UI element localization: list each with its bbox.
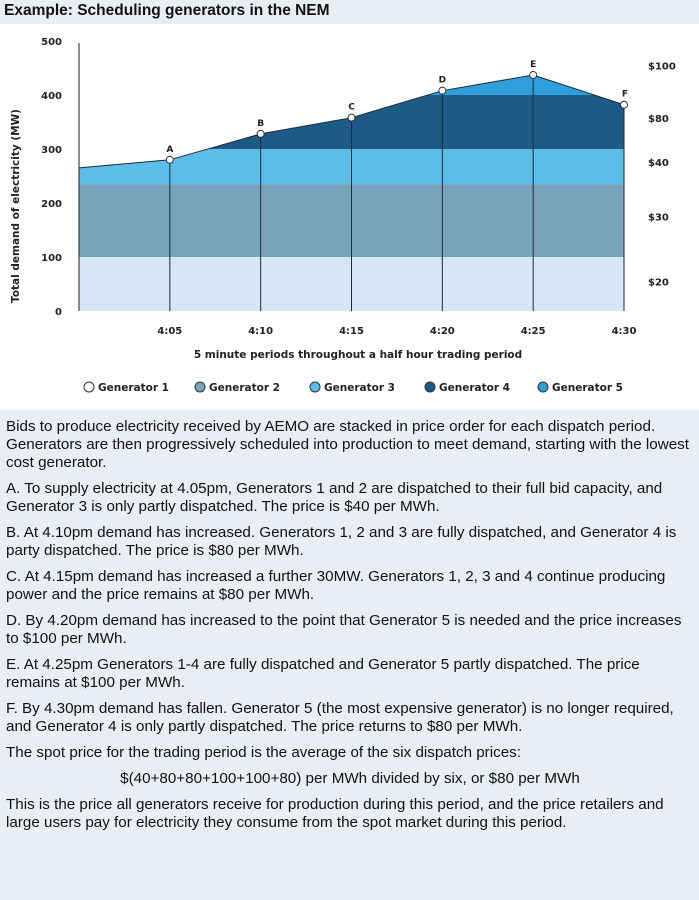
legend-marker-generator-2: [194, 381, 206, 393]
point-label-f: F: [622, 90, 628, 100]
x-tick-label: 4:20: [430, 326, 455, 337]
point-label-a: A: [166, 145, 173, 155]
point-label-b: B: [257, 119, 264, 129]
price-label: $20: [648, 277, 669, 288]
point-marker-c: [347, 113, 356, 122]
paragraph-e: E. At 4.25pm Generators 1-4 are fully di…: [6, 656, 640, 691]
legend-label-generator-3: Generator 3: [324, 382, 395, 394]
paragraph-a: A. To supply electricity at 4.05pm, Gene…: [6, 480, 663, 515]
legend-label-generator-2: Generator 2: [209, 382, 280, 394]
legend-label-generator-4: Generator 4: [439, 382, 510, 394]
y-axis-title: Total demand of electricity (MW): [10, 109, 22, 303]
page-title: Example: Scheduling generators in the NE…: [4, 2, 330, 19]
explanation-text: Bids to produce electricity received by …: [6, 418, 694, 840]
y-tick-label: 400: [41, 91, 62, 102]
chart-svg: 500 400 300 200 100 0 4:05 4:10 4:15 4:20 4:25 4:30…: [10, 37, 676, 394]
price-label: $80: [648, 114, 669, 125]
x-tick-label: 4:15: [339, 326, 364, 337]
point-marker-b: [256, 129, 265, 138]
x-tick-label: 4:10: [248, 326, 273, 337]
y-tick-label: 100: [41, 253, 62, 264]
point-marker-d: [438, 86, 447, 95]
x-tick-label: 4:25: [521, 326, 546, 337]
paragraph-f: F. By 4.30pm demand has fallen. Generato…: [6, 700, 674, 735]
legend-marker-generator-5: [537, 381, 549, 393]
x-tick-label: 4:05: [157, 326, 182, 337]
x-axis-title: 5 minute periods throughout a half hour …: [194, 349, 522, 361]
point-label-d: D: [439, 76, 446, 86]
x-tick-label: 4:30: [612, 326, 637, 337]
y-tick-label: 200: [41, 199, 62, 210]
paragraph-spot-price: The spot price for the trading period is…: [6, 744, 521, 761]
price-label: $100: [648, 61, 676, 72]
paragraph-closing: This is the price all generators receive…: [6, 796, 664, 831]
y-tick-label: 500: [41, 37, 62, 48]
paragraph-intro: Bids to produce electricity received by …: [6, 418, 689, 471]
formula: $(40+80+80+100+100+80) per MWh divided b…: [120, 770, 580, 787]
y-tick-label: 300: [41, 145, 62, 156]
price-label: $40: [648, 158, 669, 169]
generator-band-5: [79, 75, 624, 95]
point-marker-f: [620, 100, 628, 109]
legend-marker-generator-1: [83, 381, 95, 393]
price-label: $30: [648, 213, 669, 224]
legend-label-generator-1: Generator 1: [98, 382, 169, 394]
legend-marker-generator-4: [424, 381, 436, 393]
y-tick-label: 0: [55, 307, 62, 318]
paragraph-d: D. By 4.20pm demand has increased to the…: [6, 612, 682, 647]
point-label-c: C: [348, 103, 355, 113]
chart-container: 500 400 300 200 100 0 4:05 4:10 4:15 4:20 4:25 4:30…: [0, 24, 699, 410]
legend-marker-generator-3: [309, 381, 321, 393]
paragraph-b: B. At 4.10pm demand has increased. Gener…: [6, 524, 677, 559]
legend-label-generator-5: Generator 5: [552, 382, 623, 394]
paragraph-c: C. At 4.15pm demand has increased a furt…: [6, 568, 666, 603]
point-label-e: E: [530, 60, 536, 70]
point-marker-e: [529, 71, 538, 80]
point-marker-a: [165, 155, 174, 164]
